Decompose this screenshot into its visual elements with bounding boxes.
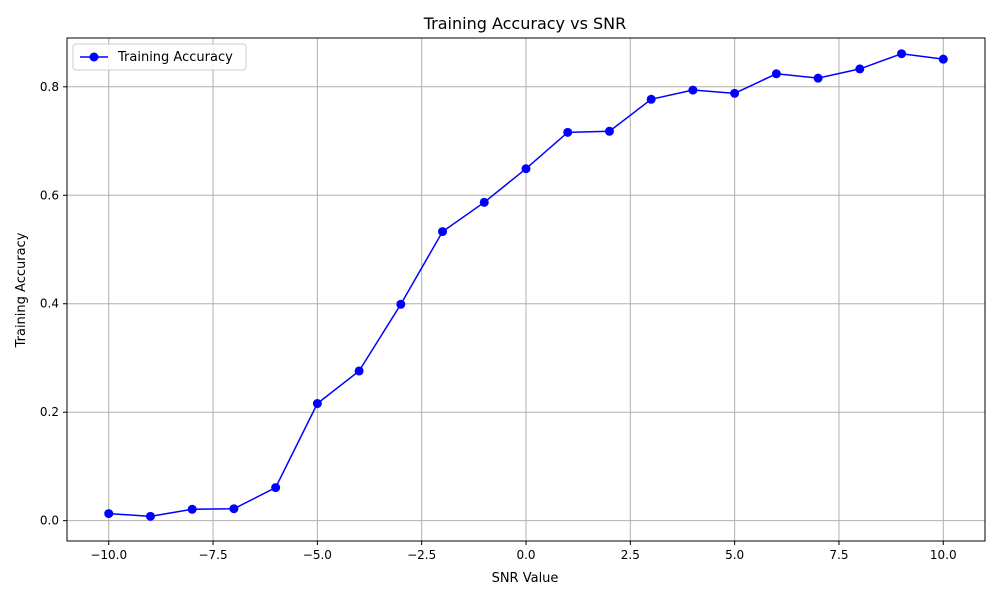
y-tick-label: 0.2: [40, 405, 59, 419]
data-point: [229, 504, 239, 514]
x-tick-label: 7.5: [829, 548, 848, 562]
data-point: [438, 227, 448, 237]
x-tick-label: 5.0: [725, 548, 744, 562]
data-point: [730, 88, 740, 98]
data-point: [104, 509, 114, 519]
y-tick-label: 0.8: [40, 80, 59, 94]
data-point: [563, 127, 573, 137]
x-tick-label: −10.0: [90, 548, 127, 562]
data-point: [771, 69, 781, 79]
grid: [67, 38, 985, 541]
data-point: [396, 299, 406, 309]
y-tick-label: 0.4: [40, 297, 59, 311]
legend: Training Accuracy: [72, 43, 247, 71]
data-point: [604, 126, 614, 136]
x-tick-label: 0.0: [516, 548, 535, 562]
x-tick-label: −5.0: [303, 548, 332, 562]
data-point: [855, 64, 865, 74]
y-tick-label: 0.6: [40, 188, 59, 202]
series-layer: [104, 49, 948, 521]
x-axis-label: SNR Value: [492, 571, 559, 586]
data-point: [145, 511, 155, 521]
data-point: [897, 49, 907, 59]
chart-title: Training Accuracy vs SNR: [423, 14, 626, 33]
data-point: [479, 197, 489, 207]
data-point: [646, 94, 656, 104]
x-tick-label: −2.5: [407, 548, 436, 562]
x-tick-label: 2.5: [621, 548, 640, 562]
data-point: [813, 73, 823, 83]
y-axis: 0.0 0.2 0.4 0.6 0.8: [40, 80, 67, 528]
y-axis-label: Training Accuracy: [14, 232, 29, 348]
data-point: [312, 399, 322, 409]
x-tick-label: −7.5: [198, 548, 227, 562]
data-point: [354, 366, 364, 376]
legend-marker: [89, 52, 99, 62]
legend-box: [72, 43, 247, 71]
data-point: [521, 164, 531, 174]
data-point: [187, 504, 197, 514]
legend-entry-label: Training Accuracy: [117, 50, 233, 65]
data-point: [938, 54, 948, 64]
y-tick-label: 0.0: [40, 514, 59, 528]
x-axis: −10.0 −7.5 −5.0 −2.5 0.0 2.5 5.0 7.5 10.0: [90, 541, 957, 562]
data-point: [271, 483, 281, 493]
x-tick-label: 10.0: [930, 548, 957, 562]
data-point: [688, 85, 698, 95]
